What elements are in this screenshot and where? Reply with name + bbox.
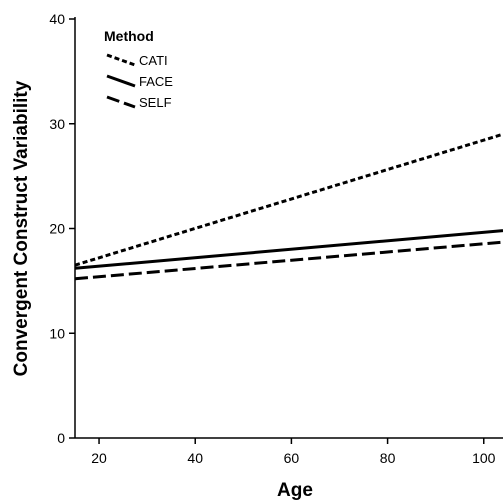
legend-swatch-cati (106, 53, 136, 67)
axes: 0 10 20 30 40 20 40 60 80 100 (49, 11, 503, 466)
legend-swatch-self (106, 95, 136, 109)
legend: Method CATI FACE SELF (104, 28, 173, 110)
legend-label-face: FACE (139, 74, 173, 89)
y-tick-label: 20 (49, 221, 65, 237)
y-tick-label: 10 (49, 325, 65, 341)
series-line-face (74, 229, 503, 270)
x-tick-label: 80 (380, 450, 396, 466)
x-tick-label: 100 (472, 450, 496, 466)
y-tick-label: 30 (49, 116, 65, 132)
series-line-cati (74, 132, 503, 267)
x-tick-label: 40 (187, 450, 203, 466)
x-tick-label: 20 (91, 450, 107, 466)
series-lines (74, 132, 503, 281)
series-line-self (74, 240, 503, 281)
y-tick-label: 40 (49, 11, 65, 27)
x-tick-label: 60 (284, 450, 300, 466)
x-axis-title: Age (277, 480, 313, 501)
y-axis-title: Convergent Construct Variability (11, 80, 32, 376)
legend-label-cati: CATI (139, 53, 168, 68)
legend-title: Method (104, 28, 154, 44)
y-tick-label: 0 (57, 430, 65, 446)
legend-swatch-face (106, 74, 136, 88)
legend-label-self: SELF (139, 95, 172, 110)
